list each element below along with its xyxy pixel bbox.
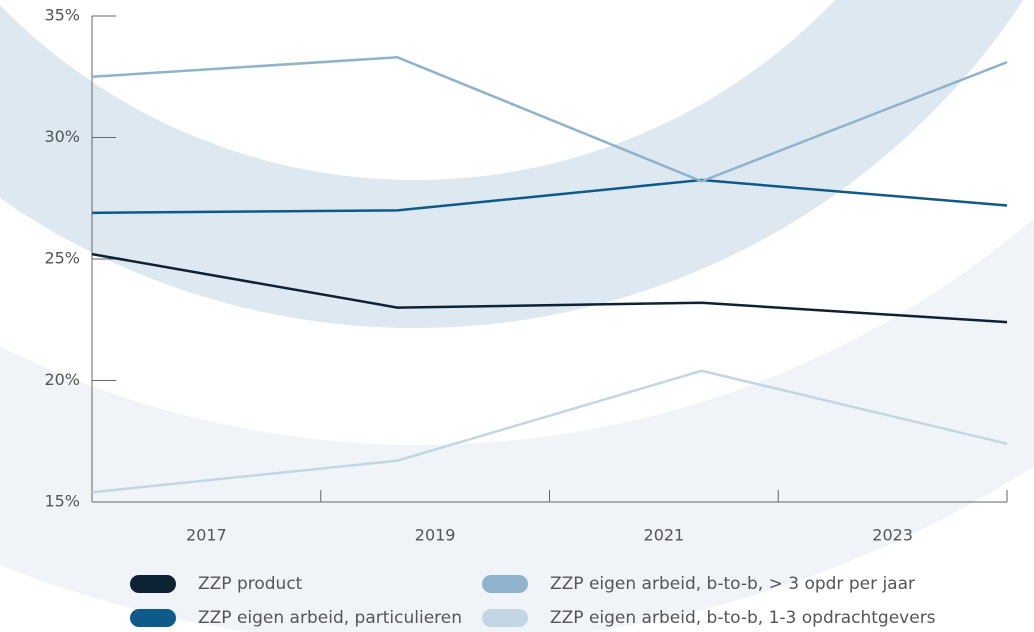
- legend-label: ZZP eigen arbeid, b-to-b, 1-3 opdrachtge…: [550, 608, 936, 628]
- series-line: [91, 56, 1008, 183]
- legend-label: ZZP eigen arbeid, b-to-b, > 3 opdr per j…: [550, 574, 915, 594]
- y-tick-label: 30%: [44, 127, 80, 146]
- y-tick-label: 25%: [44, 249, 80, 268]
- legend-swatch: [130, 609, 176, 627]
- y-tick-label: 35%: [44, 6, 80, 25]
- series-line: [91, 369, 1008, 494]
- legend-label: ZZP eigen arbeid, particulieren: [198, 608, 462, 628]
- y-tick-label: 20%: [44, 370, 80, 389]
- legend-swatch: [482, 609, 528, 627]
- y-tick-label: 15%: [44, 492, 80, 511]
- x-tick-label: 2021: [644, 526, 685, 545]
- series-line: [91, 178, 1008, 215]
- legend: ZZP product ZZP eigen arbeid, particulier…: [130, 574, 936, 628]
- x-tick-label: 2017: [186, 526, 227, 545]
- legend-swatch: [130, 575, 176, 593]
- x-tick-label: 2019: [415, 526, 456, 545]
- series-line: [91, 252, 1008, 324]
- legend-swatch: [482, 575, 528, 593]
- x-tick-label: 2023: [872, 526, 913, 545]
- background-arc: [0, 0, 1024, 328]
- background-arc: [0, 218, 1034, 632]
- legend-label: ZZP product: [198, 574, 303, 594]
- plot: 15% 20% 25% 30% 35% 2017 2019 2021 2023: [44, 6, 1008, 545]
